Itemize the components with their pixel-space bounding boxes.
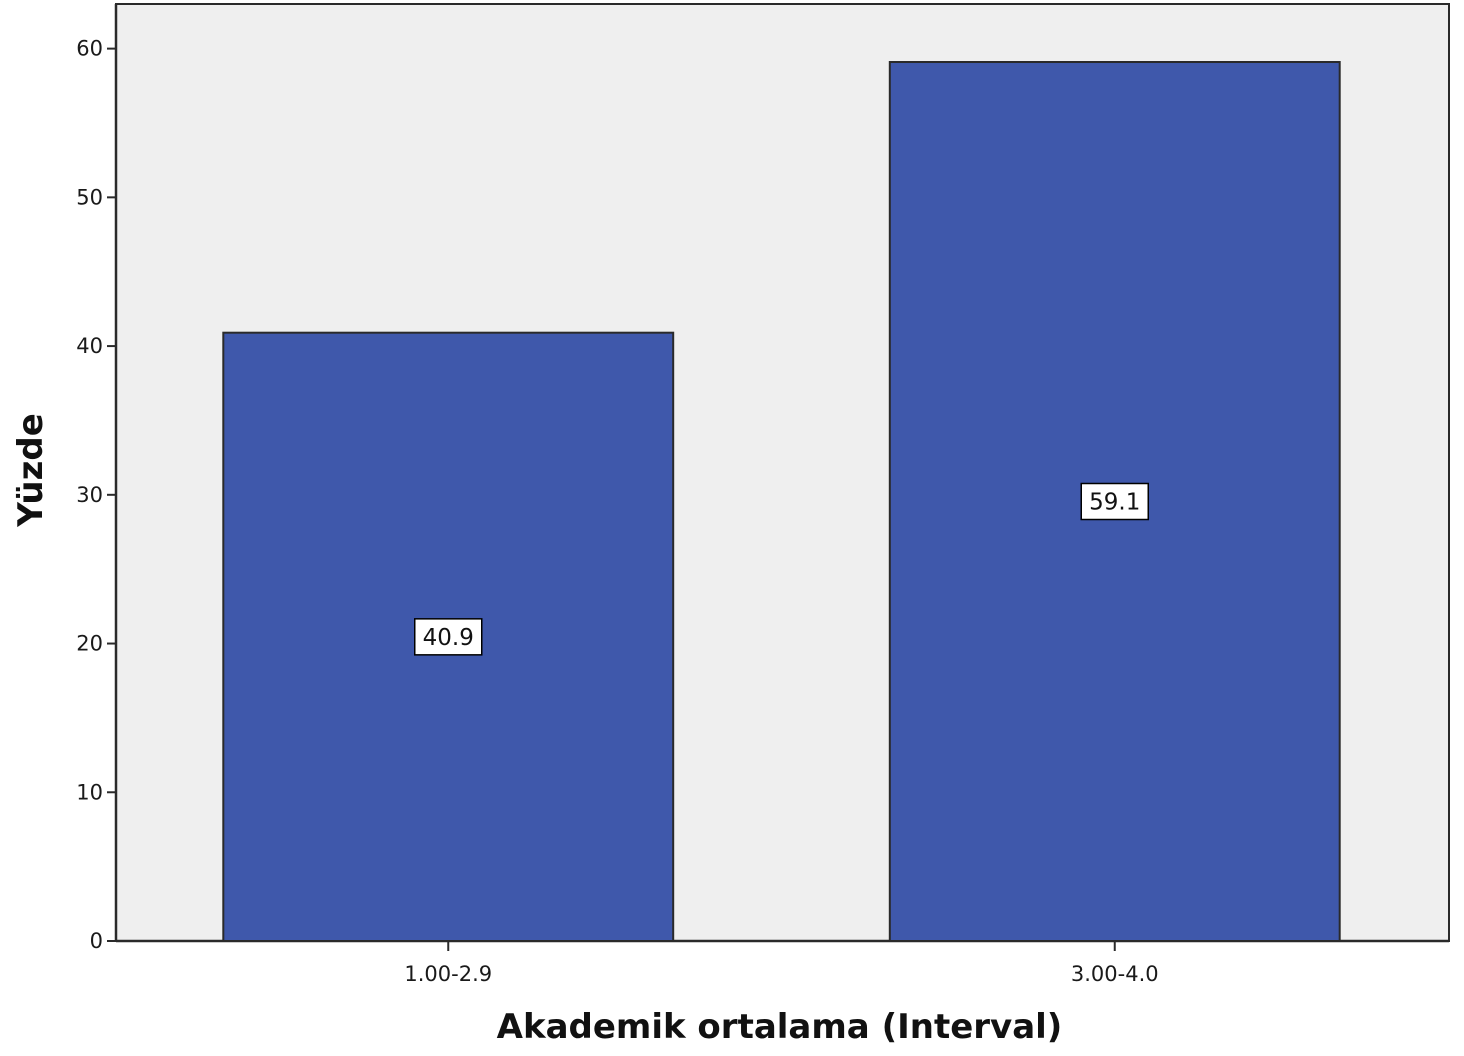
data-label-box bbox=[1080, 482, 1149, 521]
data-label-box bbox=[414, 618, 483, 656]
y-tick-label: 20 bbox=[76, 632, 103, 656]
y-tick-label: 30 bbox=[76, 483, 103, 507]
y-tick-label: 50 bbox=[76, 185, 103, 209]
x-tick-label: 1.00-2.9 bbox=[404, 962, 492, 986]
data-label: 40.9 bbox=[423, 625, 474, 651]
x-axis: 1.00-2.9 3.00-4.0 bbox=[116, 939, 1449, 986]
data-label: 59.1 bbox=[1089, 490, 1140, 516]
y-tick-label: 10 bbox=[76, 780, 103, 804]
y-axis-title: Yüzde bbox=[11, 413, 51, 528]
data-labels: 40.9 59.1 bbox=[414, 482, 1149, 656]
y-tick-label: 0 bbox=[90, 929, 103, 953]
x-axis-title: Akademik ortalama (Interval) bbox=[497, 1007, 1063, 1047]
x-tick-label: 3.00-4.0 bbox=[1071, 962, 1159, 986]
y-tick-label: 60 bbox=[76, 37, 103, 61]
y-tick-label: 40 bbox=[76, 334, 103, 358]
y-axis: 0 10 20 30 40 50 60 bbox=[76, 4, 118, 953]
